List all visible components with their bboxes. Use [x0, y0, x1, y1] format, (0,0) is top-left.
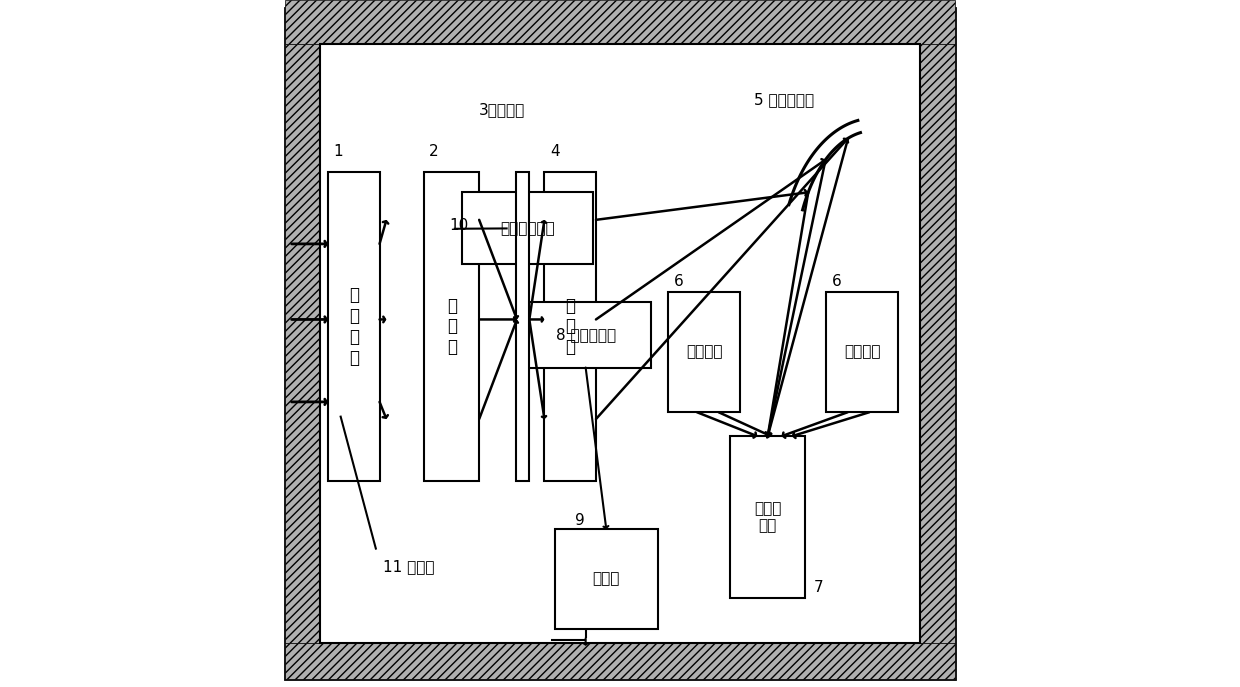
Bar — [463, 192, 593, 264]
Text: 2: 2 — [429, 144, 439, 159]
Bar — [329, 172, 379, 481]
Text: 10: 10 — [450, 218, 469, 233]
Text: 1: 1 — [332, 144, 342, 159]
Text: 6: 6 — [832, 274, 842, 289]
Text: 半导体制冷器: 半导体制冷器 — [500, 221, 554, 236]
Bar — [285, 643, 955, 679]
Bar — [826, 292, 898, 412]
Text: 5 椭球反射镜: 5 椭球反射镜 — [754, 92, 815, 107]
Text: 11 仪器罩: 11 仪器罩 — [383, 559, 434, 574]
Bar — [554, 529, 657, 629]
Bar — [320, 44, 920, 643]
Text: 3视场光阑: 3视场光阑 — [479, 102, 526, 117]
Bar — [544, 172, 596, 481]
Text: 8 测温铂电阻: 8 测温铂电阻 — [556, 328, 616, 342]
Text: 9: 9 — [575, 513, 585, 528]
Text: 4: 4 — [549, 144, 559, 159]
Text: 光
学
系
统: 光 学 系 统 — [348, 286, 358, 367]
Bar — [285, 0, 955, 44]
Text: 红外探
测器: 红外探 测器 — [754, 501, 781, 533]
Bar — [668, 292, 740, 412]
Bar — [730, 436, 806, 598]
Bar — [521, 302, 651, 368]
Bar — [920, 44, 955, 643]
Bar — [516, 172, 529, 481]
Text: 低背景源: 低背景源 — [686, 345, 723, 359]
Bar — [424, 172, 479, 481]
Text: 7: 7 — [813, 580, 823, 595]
Text: 斩
波
器: 斩 波 器 — [565, 297, 575, 356]
Text: 温控器: 温控器 — [593, 572, 620, 586]
Text: 滤
光
片: 滤 光 片 — [446, 297, 456, 356]
Text: 6: 6 — [673, 274, 683, 289]
Text: 低背景源: 低背景源 — [844, 345, 880, 359]
Bar — [285, 44, 320, 643]
